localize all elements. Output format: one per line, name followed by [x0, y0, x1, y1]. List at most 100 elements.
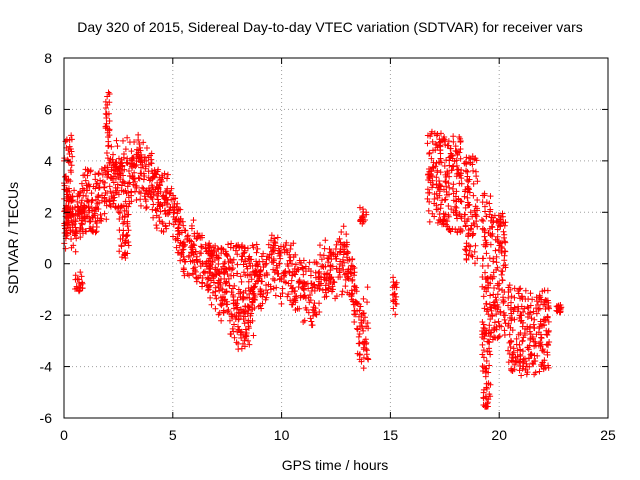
data-point: [156, 214, 163, 221]
data-point: [177, 257, 184, 264]
data-point: [507, 343, 514, 350]
data-point: [435, 217, 442, 224]
data-point: [245, 255, 252, 262]
data-point: [140, 176, 147, 183]
data-point: [428, 130, 435, 137]
data-point: [533, 305, 540, 312]
data-point: [325, 255, 332, 262]
data-point: [265, 254, 272, 261]
data-point: [136, 175, 143, 182]
data-point: [270, 257, 277, 264]
data-point: [65, 185, 72, 192]
data-point: [498, 239, 505, 246]
data-point: [276, 253, 283, 260]
data-point: [94, 193, 101, 200]
data-point: [446, 191, 453, 198]
data-point: [118, 254, 125, 261]
data-point: [221, 275, 228, 282]
data-point: [216, 268, 223, 275]
data-point: [532, 369, 539, 376]
data-point: [465, 242, 472, 249]
data-point: [469, 253, 476, 260]
data-point: [483, 385, 490, 392]
data-point: [465, 201, 472, 208]
data-point: [433, 181, 440, 188]
data-point: [143, 203, 150, 210]
data-point: [344, 241, 351, 248]
data-point: [135, 131, 142, 138]
data-point: [197, 272, 204, 279]
data-point: [178, 229, 185, 236]
data-point: [483, 250, 490, 257]
data-point: [123, 159, 130, 166]
data-point: [110, 167, 117, 174]
y-tick-label: -2: [40, 307, 53, 323]
data-point: [507, 324, 514, 331]
data-point: [120, 188, 127, 195]
y-axis-label: SDTVAR / TECUs: [5, 182, 21, 294]
data-point: [231, 334, 238, 341]
data-point: [484, 338, 491, 345]
data-point: [212, 305, 219, 312]
data-point: [193, 253, 200, 260]
data-point: [120, 172, 127, 179]
data-point: [198, 250, 205, 257]
data-point: [454, 166, 461, 173]
data-point: [133, 146, 140, 153]
data-point: [508, 317, 515, 324]
data-point: [300, 257, 307, 264]
data-point: [238, 278, 245, 285]
data-point: [341, 271, 348, 278]
data-point: [86, 218, 93, 225]
data-point: [263, 282, 270, 289]
data-point: [254, 272, 261, 279]
data-point: [225, 241, 232, 248]
data-point: [341, 259, 348, 266]
data-point: [142, 163, 149, 170]
data-point: [453, 157, 460, 164]
data-point: [446, 162, 453, 169]
data-point: [515, 331, 522, 338]
data-point: [471, 156, 478, 163]
data-point: [474, 196, 481, 203]
data-point: [245, 278, 252, 285]
data-point: [97, 211, 104, 218]
data-point: [290, 240, 297, 247]
data-point: [480, 335, 487, 342]
data-point: [544, 331, 551, 338]
data-point: [333, 255, 340, 262]
data-point: [464, 194, 471, 201]
data-point: [250, 284, 257, 291]
data-point: [446, 154, 453, 161]
data-point: [131, 169, 138, 176]
data-point: [71, 232, 78, 239]
data-point: [68, 244, 75, 251]
data-point: [110, 179, 117, 186]
data-point: [68, 197, 75, 204]
data-point: [233, 243, 240, 250]
data-point: [271, 247, 278, 254]
data-point: [212, 266, 219, 273]
data-point: [494, 233, 501, 240]
data-point: [489, 224, 496, 231]
data-point: [229, 325, 236, 332]
data-point: [105, 171, 112, 178]
data-point: [274, 264, 281, 271]
data-point: [258, 305, 265, 312]
y-tick-label: 6: [44, 101, 52, 117]
data-point: [519, 295, 526, 302]
data-point: [318, 280, 325, 287]
data-point: [500, 296, 507, 303]
data-point: [107, 174, 114, 181]
data-point: [484, 348, 491, 355]
data-point: [292, 261, 299, 268]
data-point: [218, 244, 225, 251]
data-point: [456, 180, 463, 187]
data-point: [445, 180, 452, 187]
data-point: [234, 304, 241, 311]
data-point: [166, 220, 173, 227]
data-point: [189, 249, 196, 256]
data-point: [351, 301, 358, 308]
data-point: [173, 244, 180, 251]
data-point: [201, 270, 208, 277]
